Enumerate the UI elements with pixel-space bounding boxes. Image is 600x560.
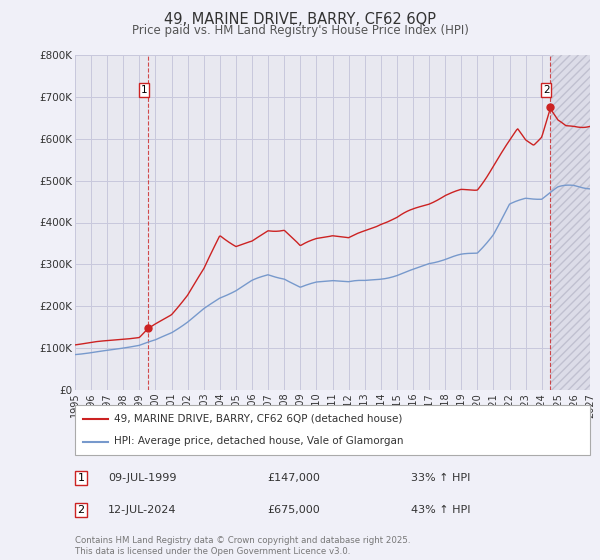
Text: 49, MARINE DRIVE, BARRY, CF62 6QP: 49, MARINE DRIVE, BARRY, CF62 6QP — [164, 12, 436, 27]
Text: 49, MARINE DRIVE, BARRY, CF62 6QP (detached house): 49, MARINE DRIVE, BARRY, CF62 6QP (detac… — [113, 413, 402, 423]
Point — [545, 103, 555, 112]
Text: £675,000: £675,000 — [267, 505, 320, 515]
Text: 1: 1 — [77, 473, 85, 483]
Text: 33% ↑ HPI: 33% ↑ HPI — [411, 473, 470, 483]
Text: 12-JUL-2024: 12-JUL-2024 — [108, 505, 176, 515]
Point — [143, 324, 152, 333]
Text: 2: 2 — [543, 85, 550, 95]
Text: 09-JUL-1999: 09-JUL-1999 — [108, 473, 176, 483]
Text: £147,000: £147,000 — [267, 473, 320, 483]
Bar — [550, 55, 590, 390]
Text: 43% ↑ HPI: 43% ↑ HPI — [411, 505, 470, 515]
Text: HPI: Average price, detached house, Vale of Glamorgan: HPI: Average price, detached house, Vale… — [113, 436, 403, 446]
Text: 2: 2 — [77, 505, 85, 515]
Text: Price paid vs. HM Land Registry's House Price Index (HPI): Price paid vs. HM Land Registry's House … — [131, 24, 469, 36]
FancyBboxPatch shape — [75, 405, 590, 455]
Text: 1: 1 — [140, 85, 147, 95]
Text: Contains HM Land Registry data © Crown copyright and database right 2025.
This d: Contains HM Land Registry data © Crown c… — [75, 536, 410, 556]
